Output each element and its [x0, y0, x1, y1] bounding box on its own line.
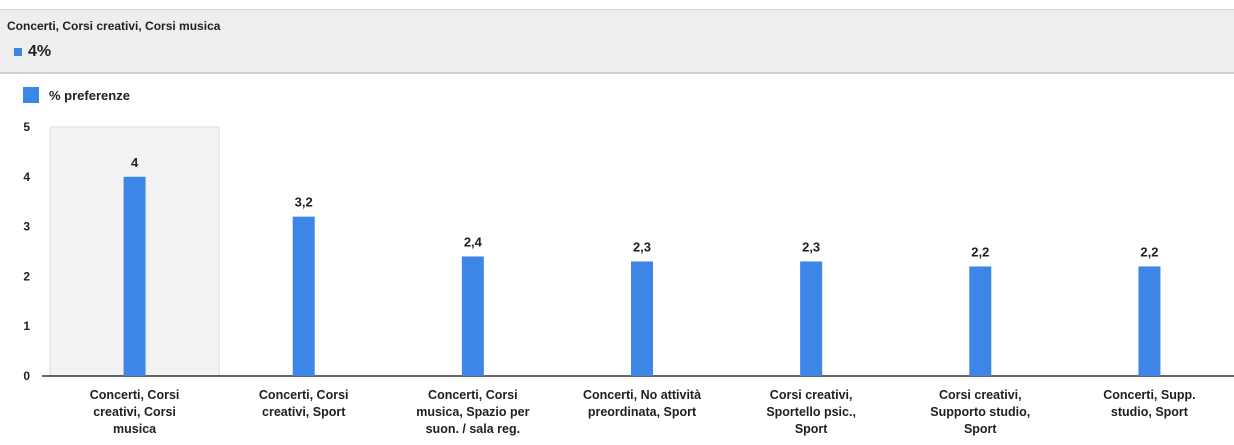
legend-swatch [23, 87, 39, 103]
y-tick-label: 1 [23, 319, 30, 333]
tooltip-value-row: 4% [14, 43, 51, 61]
y-tick-label: 3 [23, 220, 30, 234]
x-tick-label: Supporto studio, [930, 405, 1030, 419]
x-tick-label: Sport [795, 422, 828, 436]
x-tick-label: Concerti, Supp. [1103, 388, 1195, 402]
bar[interactable] [461, 256, 484, 376]
x-tick-label: suon. / sala reg. [426, 422, 520, 436]
x-tick-label: creativi, Corsi [93, 405, 176, 419]
y-tick-label: 5 [23, 120, 30, 134]
x-tick-label: creativi, Sport [262, 405, 346, 419]
x-tick-label: Sportello psic., [766, 405, 856, 419]
y-tick-label: 0 [23, 369, 30, 383]
y-tick-label: 2 [23, 269, 30, 283]
data-label: 4 [131, 155, 139, 170]
bar[interactable] [1138, 266, 1161, 376]
data-label: 2,3 [633, 239, 651, 254]
x-tick-label: Sport [964, 422, 997, 436]
x-tick-label: musica, Spazio per [416, 405, 529, 419]
y-tick-label: 4 [23, 170, 30, 184]
bar[interactable] [123, 176, 146, 376]
legend-label: % preferenze [49, 87, 130, 103]
tooltip-title: Concerti, Corsi creativi, Corsi musica [7, 19, 221, 33]
bar[interactable] [969, 266, 992, 376]
x-tick-label: Concerti, Corsi [90, 388, 180, 402]
tooltip-swatch [14, 48, 22, 56]
legend[interactable]: % preferenze [23, 87, 130, 103]
x-tick-label: Concerti, No attività [583, 388, 701, 402]
x-tick-label: Concerti, Corsi [428, 388, 518, 402]
data-label: 3,2 [295, 195, 313, 210]
data-label: 2,3 [802, 239, 820, 254]
x-tick-label: Concerti, Corsi [259, 388, 349, 402]
bar[interactable] [292, 216, 315, 376]
data-label: 2,4 [464, 234, 483, 249]
bar[interactable] [800, 261, 823, 376]
x-tick-label: studio, Sport [1111, 405, 1189, 419]
data-label: 2,2 [971, 244, 989, 259]
x-tick-label: Corsi creativi, [770, 388, 853, 402]
x-tick-label: Corsi creativi, [939, 388, 1022, 402]
x-tick-label: musica [113, 422, 157, 436]
data-label: 2,2 [1140, 244, 1158, 259]
tooltip: Concerti, Corsi creativi, Corsi musica 4… [0, 9, 1234, 74]
bar[interactable] [631, 261, 653, 376]
tooltip-value: 4% [28, 43, 52, 60]
x-tick-label: preordinata, Sport [588, 405, 697, 419]
